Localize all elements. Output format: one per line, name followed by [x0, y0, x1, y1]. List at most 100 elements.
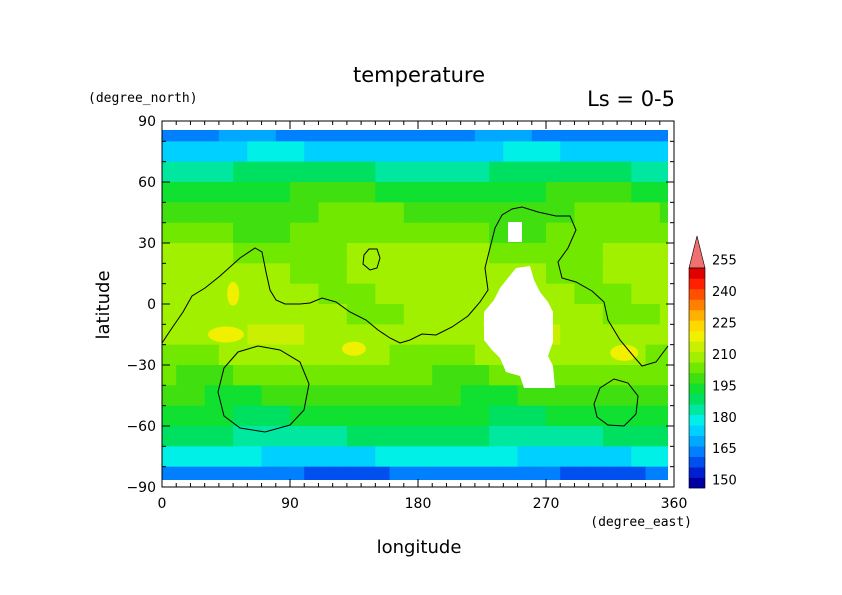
- field-cell: [204, 446, 220, 468]
- field-cell: [318, 202, 334, 224]
- field-cell: [361, 426, 376, 447]
- y-tick-label: 60: [138, 175, 156, 191]
- field-cell: [602, 161, 618, 183]
- field-cell: [517, 405, 533, 427]
- colorbar-segment: [689, 446, 705, 457]
- field-cell: [346, 222, 362, 244]
- y-axis: 90 60 30 0 −30 −60 −90: [126, 114, 674, 496]
- field-cell: [162, 202, 177, 224]
- field-cell: [446, 344, 462, 366]
- field-cell: [176, 446, 191, 468]
- field-cell: [162, 405, 177, 427]
- field-cell: [162, 446, 177, 468]
- field-cell: [290, 222, 305, 244]
- field-cell: [318, 365, 334, 386]
- field-cell: [617, 466, 632, 480]
- field-cell: [361, 446, 376, 468]
- field-cell: [460, 466, 476, 480]
- colorbar-tick-label: 225: [712, 317, 737, 332]
- field-cell: [617, 304, 632, 325]
- field-cell: [403, 405, 419, 427]
- colorbar-tick-label: 240: [712, 285, 737, 300]
- field-cell: [503, 385, 519, 407]
- field-cell: [304, 182, 319, 203]
- field-cell: [617, 283, 632, 305]
- field-cell: [631, 426, 647, 447]
- field-cell: [546, 446, 561, 468]
- field-cell: [474, 182, 490, 203]
- colorbar-frame: [688, 267, 706, 489]
- field-cell: [460, 202, 476, 224]
- field-cell: [446, 202, 462, 224]
- field-cell: [233, 466, 248, 480]
- field-cell: [617, 182, 632, 203]
- field-cell: [204, 222, 220, 244]
- field-cell: [176, 385, 191, 407]
- field-cell: [389, 426, 405, 447]
- contour-line-southwest-cell: [217, 345, 310, 433]
- field-cell: [602, 446, 618, 468]
- field-cell: [418, 263, 433, 285]
- field-cell: [418, 283, 433, 305]
- field-cell: [531, 130, 547, 142]
- field-cell: [631, 446, 647, 468]
- field-cell: [304, 304, 319, 325]
- field-cell: [261, 344, 277, 366]
- field-cell: [361, 182, 376, 203]
- field-cell: [176, 304, 191, 325]
- field-cell: [375, 283, 391, 305]
- field-cell: [432, 202, 447, 224]
- field-cell: [645, 243, 661, 264]
- field-cell: [560, 141, 575, 163]
- field-cell: [361, 141, 376, 163]
- field-cell: [546, 222, 561, 244]
- field-cell: [574, 222, 590, 244]
- colorbar-segment: [689, 351, 705, 363]
- field-cell: [332, 426, 348, 447]
- field-cell: [588, 141, 604, 163]
- field-cell: [389, 385, 405, 407]
- field-cell: [617, 385, 632, 407]
- field-cell: [403, 304, 419, 325]
- field-cell: [489, 141, 504, 163]
- field-cell: [460, 426, 476, 447]
- field-cell: [659, 243, 668, 264]
- field-cell: [503, 243, 519, 264]
- field-cell: [403, 130, 419, 142]
- field-cell: [446, 222, 462, 244]
- field-cell: [403, 141, 419, 163]
- field-cell: [275, 324, 291, 346]
- field-cell: [389, 304, 405, 325]
- field-cell: [631, 141, 647, 163]
- field-cell: [190, 304, 206, 325]
- field-cell: [631, 405, 647, 427]
- field-cell: [645, 466, 661, 480]
- field-cell: [645, 365, 661, 386]
- field-cell: [389, 344, 405, 366]
- field-cell: [531, 141, 547, 163]
- field-cell: [517, 202, 533, 224]
- field-cell: [560, 243, 575, 264]
- field-cell: [517, 141, 533, 163]
- field-cell: [631, 202, 647, 224]
- field-cell: [460, 344, 476, 366]
- field-cell: [588, 365, 604, 386]
- field-cell: [318, 446, 334, 468]
- field-cell: [176, 344, 191, 366]
- field-cell: [659, 446, 668, 468]
- field-cell: [588, 202, 604, 224]
- field-cell: [560, 304, 575, 325]
- field-cell: [659, 222, 668, 244]
- field-cell: [247, 385, 263, 407]
- field-cell: [560, 130, 575, 142]
- field-cell: [190, 365, 206, 386]
- field-cell: [546, 426, 561, 447]
- field-cell: [275, 222, 291, 244]
- field-cell: [659, 283, 668, 305]
- field-cell: [247, 324, 263, 346]
- field-cell: [304, 243, 319, 264]
- field-cell: [375, 141, 391, 163]
- field-cell: [588, 263, 604, 285]
- field-cell: [531, 243, 547, 264]
- field-cell: [446, 243, 462, 264]
